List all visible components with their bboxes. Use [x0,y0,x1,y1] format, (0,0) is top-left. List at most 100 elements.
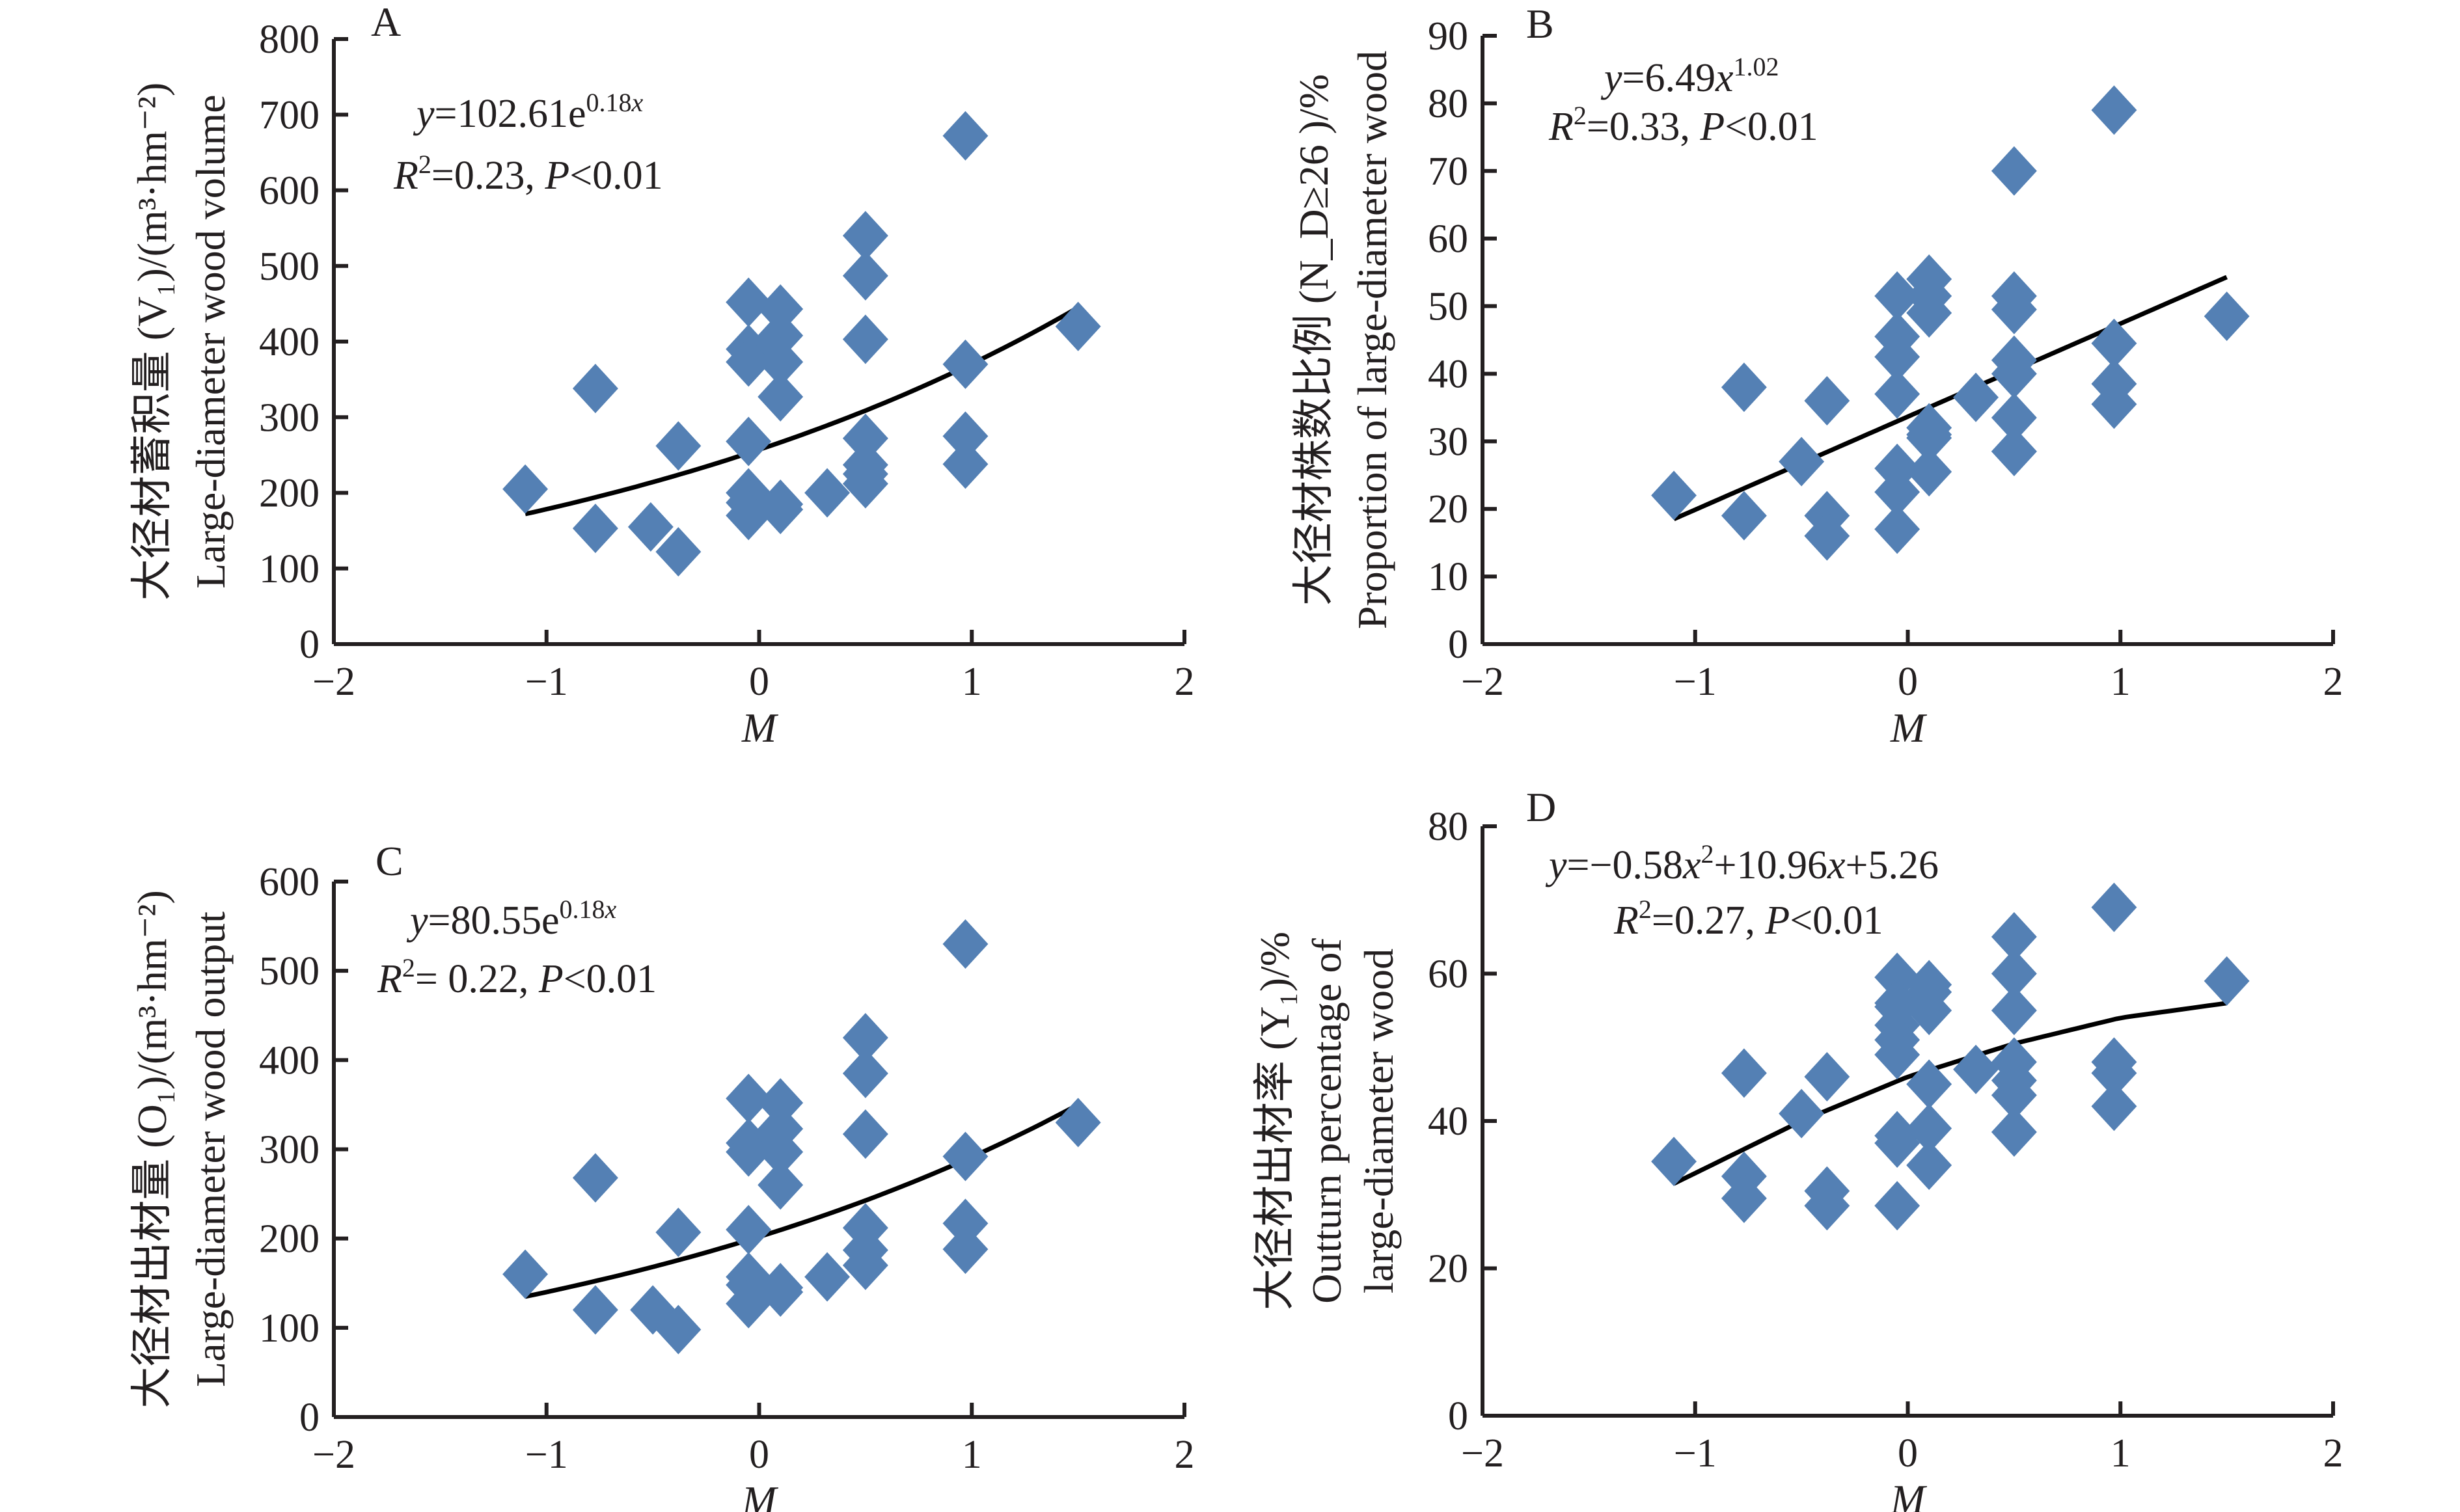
data-point [1906,1059,1952,1109]
data-point [842,250,888,301]
data-point [1651,470,1697,520]
y-tick-label: 80 [1428,805,1468,849]
y-axis-title-line-0: 大径材株数比例 (N_D≥26 )/% [1291,74,1337,606]
y-tick-label: 400 [259,1038,320,1083]
data-point [758,371,804,422]
data-point [572,504,618,554]
data-point [942,919,989,969]
eq-body: =−0.58 [1567,843,1683,887]
data-point [2091,85,2137,135]
data-point [1906,1140,1952,1190]
data-point [758,485,804,535]
x-tick-label: −1 [525,1433,568,1477]
data-point [1991,1107,2037,1157]
y-tick-label: 200 [259,472,320,516]
fit-stats: R2=0.33, P<0.01 [1548,101,1818,149]
y-tick-label: 40 [1428,352,1468,396]
y-axis-title-line-2: large-diameter wood [1356,949,1402,1293]
eq-body: =80.55e [428,898,560,943]
data-point [572,364,618,414]
y-tick-label: 0 [1448,1394,1468,1438]
data-point [842,1109,888,1159]
data-point [2091,318,2137,368]
panel-label: C [376,838,403,884]
data-point [2204,291,2250,342]
y-axis-title-line-1: Outturn percentage of [1304,938,1350,1304]
data-point [1779,437,1825,487]
y-axis-title-line-1: Large-diameter wood volume [187,94,234,588]
data-point [758,337,804,387]
y-axis-title-line-1: Large-diameter wood output [187,911,234,1387]
fit-curve [525,305,1080,517]
data-point [1779,1088,1825,1139]
y-tick-label: 300 [259,1128,320,1172]
data-point [1874,369,1920,419]
data-point [1906,409,1952,459]
y-tick-label: 30 [1428,420,1468,464]
y-axis-title-line-0: 大径材出材量 (O₁)/(m³·hm⁻²) [129,890,175,1409]
stats-r-sup: 2 [1639,895,1652,924]
data-point [1804,376,1850,425]
x-axis-title: M [1890,705,1928,751]
data-point [655,421,702,471]
stats-r-sup: 2 [418,150,431,179]
data-point [842,459,888,509]
data-point [1953,1044,1999,1094]
x-tick-label: 1 [962,660,982,704]
data-point [726,1204,772,1254]
eq-body: =6.49 [1622,56,1715,100]
stats-r: R [1548,105,1574,149]
eq-body: +5.26 [1846,843,1939,887]
stats-p: P [544,154,569,198]
eq-var: x [1715,56,1734,100]
stats-p-val: <0.01 [1790,898,1883,943]
data-point [655,1208,702,1258]
data-point [1991,426,2037,476]
stats-r-sup: 2 [1574,101,1587,130]
data-point [804,1252,851,1302]
data-point [655,1304,702,1355]
y-tick-label: 70 [1428,150,1468,194]
x-axis-title: M [1890,1476,1928,1512]
fit-equation: y=6.49x1.02 [1600,52,1779,100]
eq-lhs: y [1600,56,1622,100]
y-tick-label: 20 [1428,487,1468,532]
y-tick-label: 200 [259,1217,320,1262]
y-tick-label: 100 [259,1306,320,1351]
data-point [758,1127,804,1177]
data-point [1874,332,1920,382]
data-point [942,439,989,489]
stats-r-val: = 0.22, [415,957,539,1001]
panel-d: 0 20 40 60 80 −2 −1 0 1 2 M 大径材出材率 (Y₁)/% Outturn pe… [1251,784,2344,1512]
data-point [726,416,772,466]
fit-curve [525,1102,1080,1299]
x-tick-label: 0 [1898,1431,1918,1476]
data-point [726,1127,772,1177]
data-point [758,1160,804,1210]
data-point [758,310,804,360]
data-point [1804,1052,1850,1102]
stats-p-val: <0.01 [564,957,657,1001]
data-point [842,211,888,261]
data-point [1991,1070,2037,1120]
y-tick-label: 300 [259,396,320,440]
y-tick-label: 80 [1428,82,1468,126]
data-point [726,277,772,327]
data-point [1721,362,1767,412]
x-tick-label: 1 [2111,660,2131,704]
x-tick-label: 2 [2323,1431,2344,1476]
x-tick-label: 1 [962,1433,982,1477]
panel-c: 0 100 200 300 400 500 600 −2 −1 0 1 2 M 大径材出材量 (O₁)/(… [129,838,1195,1512]
data-point [942,411,989,461]
fit-stats: R2= 0.22, P<0.01 [377,953,657,1001]
data-point [1953,372,1999,422]
data-point [655,527,702,577]
panel-label: D [1526,784,1556,830]
x-tick-label: 0 [749,1433,769,1477]
data-point [1991,146,2037,196]
data-point [942,1131,989,1181]
y-tick-label: 40 [1428,1100,1468,1144]
data-point [572,1153,618,1203]
y-tick-label: 60 [1428,952,1468,997]
data-point [1055,1098,1101,1148]
